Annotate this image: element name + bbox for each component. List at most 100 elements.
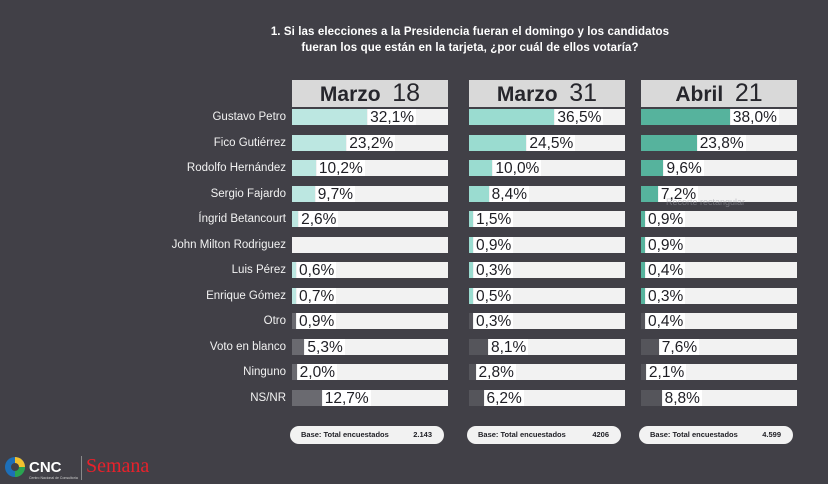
value-label-marzo-18-luis-perez: 0,6% [297, 262, 337, 279]
bar-marzo-31-enrique-gomez [469, 287, 473, 304]
value-label-abril-21-sergio-fajardo: 7,2% [658, 185, 699, 203]
bar-abril-21-rodolfo-hernandez [641, 160, 664, 176]
header-day: 31 [569, 79, 598, 107]
bar-abril-21-john-milton-rodriguez [641, 236, 645, 253]
snip-overlay-label: Recorte rectangular [666, 197, 746, 207]
bar-marzo-18-enrique-gomez [292, 287, 296, 304]
base-value: 4.599 [762, 430, 781, 439]
chart-title: 1. Si las elecciones a la Presidencia fu… [160, 24, 780, 56]
cnc-logo-text: CNC [29, 459, 62, 476]
header-abril-21: Abril 21 [641, 80, 797, 107]
header-marzo-31: Marzo 31 [469, 80, 625, 107]
bar-marzo-31-ninguno [469, 364, 476, 380]
value-label-marzo-31-luis-perez: 0,3% [474, 262, 514, 279]
base-label: Base: Total encuestados [301, 430, 389, 439]
value-label-abril-21-fico-gutierrez: 23,8% [697, 134, 746, 152]
bar-marzo-18-ingrid-betancourt [292, 211, 299, 227]
row-label-voto-en-blanco: Voto en blanco [209, 340, 286, 353]
value-label-marzo-31-enrique-gomez: 0,5% [474, 287, 514, 305]
bar-abril-21-otro [641, 313, 645, 329]
bar-marzo-31-fico-gutierrez [469, 134, 527, 151]
value-label-marzo-18-enrique-gomez: 0,7% [297, 287, 337, 305]
bar-marzo-31-sergio-fajardo [469, 185, 489, 202]
value-label-abril-21-john-milton-rodriguez: 0,9% [646, 236, 686, 254]
row-label-john-milton-rodriguez: John Milton Rodriguez [171, 238, 286, 251]
row-label-luis-perez: Luis Pérez [231, 264, 286, 276]
value-label-abril-21-ninguno: 2,1% [646, 364, 687, 381]
semana-logo: Semana [86, 455, 150, 477]
bar-marzo-18-luis-perez [292, 262, 296, 278]
bar-track [469, 160, 625, 176]
header-day: 21 [734, 79, 763, 107]
header-day: 18 [392, 79, 421, 107]
value-label-marzo-31-sergio-fajardo: 8,4% [489, 185, 529, 203]
bar-marzo-31-rodolfo-hernandez [469, 160, 493, 176]
bar-abril-21-ns-nr [641, 389, 662, 406]
bar-abril-21-luis-perez [641, 262, 645, 278]
value-label-marzo-18-voto-en-blanco: 5,3% [305, 338, 345, 356]
value-label-marzo-18-gustavo-petro: 32,1% [368, 109, 417, 126]
row-label-fico-gutierrez: Fico Gutiérrez [213, 136, 286, 149]
value-label-abril-21-otro: 0,4% [646, 313, 686, 330]
header-month: Marzo [319, 83, 387, 106]
cnc-logo-icon [5, 457, 25, 477]
bar-marzo-18-sergio-fajardo [292, 185, 315, 202]
bar-marzo-31-gustavo-petro [469, 109, 555, 125]
bar-abril-21-ingrid-betancourt [641, 211, 645, 227]
value-label-marzo-31-ninguno: 2,8% [476, 364, 516, 381]
value-label-marzo-18-sergio-fajardo: 9,7% [315, 185, 356, 203]
base-value: 4206 [592, 430, 609, 439]
value-label-marzo-18-rodolfo-hernandez: 10,2% [316, 160, 365, 177]
base-value: 2.143 [413, 430, 432, 439]
bar-abril-21-fico-gutierrez [641, 134, 697, 151]
base-info-abril-21: Base: Total encuestados 4.599 [639, 426, 793, 444]
value-label-marzo-31-rodolfo-hernandez: 10,0% [493, 160, 542, 177]
bar-abril-21-gustavo-petro [641, 109, 730, 125]
row-label-ns-nr: NS/NR [250, 391, 286, 404]
value-label-marzo-18-fico-gutierrez: 23,2% [347, 134, 396, 152]
base-info-marzo-18: Base: Total encuestados 2.143 [290, 426, 444, 444]
row-label-enrique-gomez: Enrique Gómez [206, 289, 286, 302]
bar-marzo-31-otro [469, 313, 473, 329]
value-label-marzo-31-otro: 0,3% [474, 313, 514, 330]
row-label-ninguno: Ninguno [243, 366, 286, 378]
logo-divider [81, 456, 82, 480]
value-label-marzo-18-ns-nr: 12,7% [322, 389, 371, 407]
header-marzo-18: Marzo 18 [292, 80, 448, 107]
value-label-marzo-31-fico-gutierrez: 24,5% [527, 134, 576, 152]
cnc-logo-subtitle: Centro Nacional de Consultoría [29, 476, 78, 480]
base-label: Base: Total encuestados [650, 430, 738, 439]
value-label-marzo-31-gustavo-petro: 36,5% [555, 109, 604, 126]
bar-abril-21-voto-en-blanco [641, 338, 659, 355]
value-label-abril-21-gustavo-petro: 38,0% [730, 109, 779, 126]
value-label-abril-21-rodolfo-hernandez: 9,6% [664, 160, 704, 177]
row-label-ingrid-betancourt: Íngrid Betancourt [198, 213, 286, 225]
row-label-otro: Otro [263, 315, 286, 327]
value-label-marzo-31-ingrid-betancourt: 1,5% [474, 211, 514, 228]
bar-track [292, 236, 448, 253]
value-label-marzo-31-voto-en-blanco: 8,1% [488, 338, 529, 356]
bar-abril-21-enrique-gomez [641, 287, 645, 304]
value-label-abril-21-voto-en-blanco: 7,6% [659, 338, 700, 356]
bar-marzo-18-ns-nr [292, 389, 322, 406]
row-label-gustavo-petro: Gustavo Petro [212, 111, 286, 123]
title-line-2: fueran los que están en la tarjeta, ¿por… [301, 42, 639, 54]
bar-marzo-18-rodolfo-hernandez [292, 160, 316, 176]
header-month: Abril [675, 83, 729, 106]
bar-abril-21-ninguno [641, 364, 646, 380]
value-label-marzo-18-otro: 0,9% [297, 313, 337, 330]
value-label-marzo-31-ns-nr: 6,2% [484, 389, 524, 407]
value-label-marzo-31-john-milton-rodriguez: 0,9% [474, 236, 514, 254]
value-label-abril-21-luis-perez: 0,4% [646, 262, 686, 279]
bar-marzo-18-ninguno [292, 364, 297, 380]
header-month: Marzo [496, 83, 564, 106]
bar-marzo-31-ns-nr [469, 389, 484, 406]
bar-marzo-18-fico-gutierrez [292, 134, 347, 151]
bar-marzo-31-john-milton-rodriguez [469, 236, 473, 253]
base-label: Base: Total encuestados [478, 430, 566, 439]
bar-marzo-18-otro [292, 313, 296, 329]
row-label-rodolfo-hernandez: Rodolfo Hernández [186, 162, 286, 174]
bar-marzo-31-voto-en-blanco [469, 338, 488, 355]
base-info-marzo-31: Base: Total encuestados 4206 [467, 426, 621, 444]
